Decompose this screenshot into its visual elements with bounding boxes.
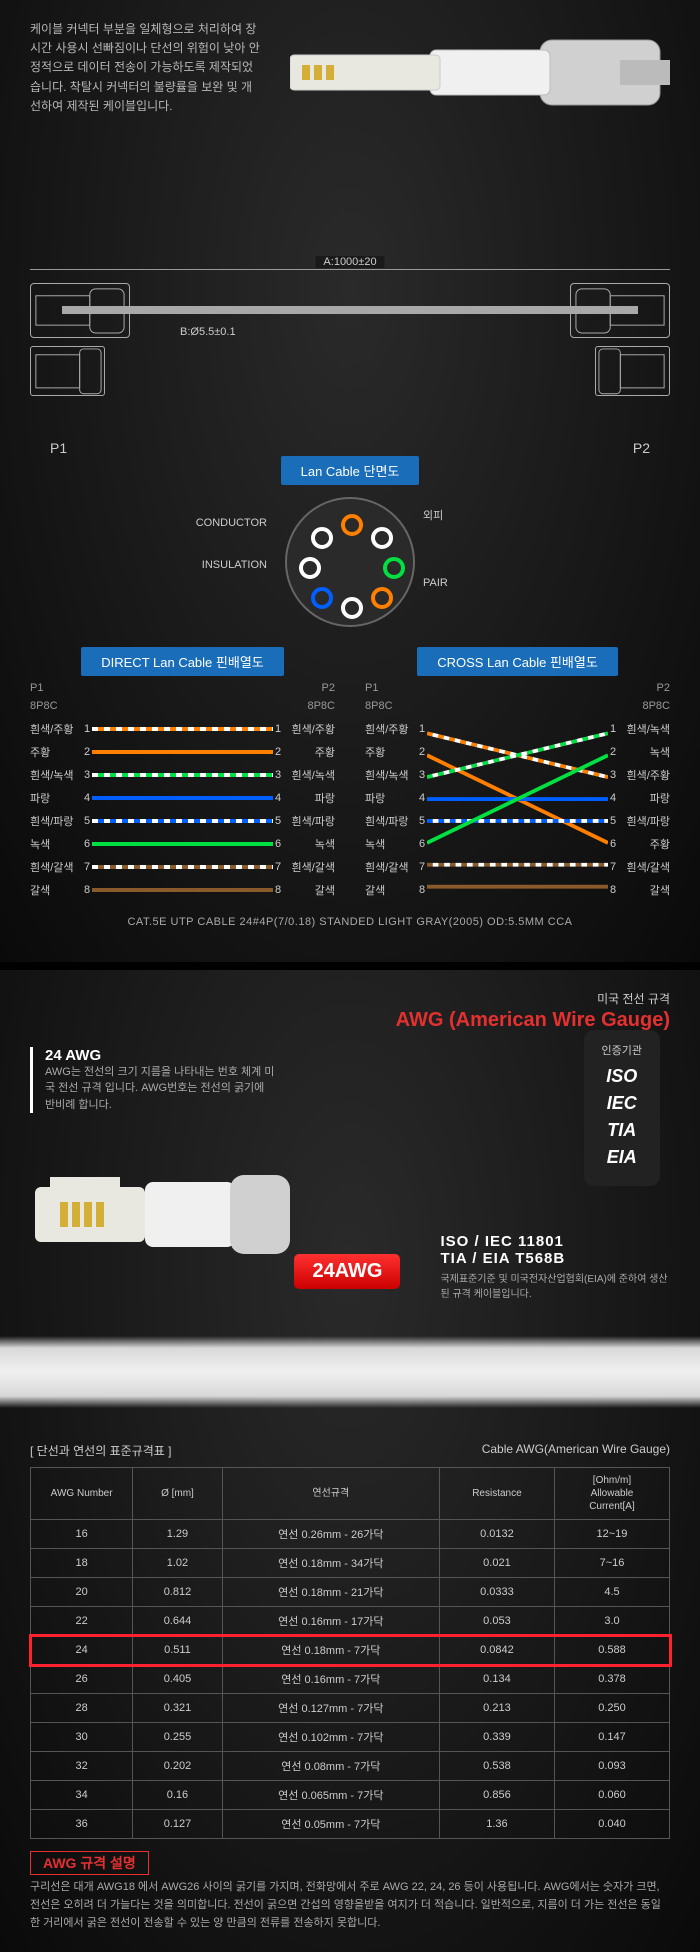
pin-row: 흰색/녹색3 3흰색/녹색 <box>30 764 335 787</box>
cross-section-badge: Lan Cable 단면도 <box>281 456 420 485</box>
insulation-label: INSULATION <box>167 559 267 571</box>
conductor-label: CONDUCTOR <box>167 517 267 529</box>
table-header: 연선규격 <box>222 1468 439 1520</box>
conductor-ring <box>341 597 363 619</box>
table-row: 220.644연선 0.16mm - 17가닥0.0533.0 <box>31 1607 670 1636</box>
connector-illustration <box>30 1147 290 1277</box>
conductor-ring <box>341 514 363 536</box>
pin-label-right: 2녹색 <box>608 741 670 764</box>
dim-a-label: A:1000±20 <box>315 256 384 268</box>
pin-row: 흰색/주황1 1흰색/주황 <box>30 718 335 741</box>
pin-label-right: 8갈색 <box>608 879 670 902</box>
awg24-heading: 24 AWG <box>45 1047 670 1064</box>
table-row: 320.202연선 0.08mm - 7가닥0.5380.093 <box>31 1752 670 1781</box>
cross-section-diagram: Lan Cable 단면도 CONDUCTOR INSULATION 외피 PA… <box>30 456 670 627</box>
awg-table: AWG NumberØ [mm]연선규격Resistance[Ohm/m] Al… <box>30 1467 670 1839</box>
table-row: 360.127연선 0.05mm - 7가닥1.360.040 <box>31 1810 670 1839</box>
top-description: 케이블 커넥터 부분을 일체형으로 처리하여 장시간 사용시 선빠짐이나 단선의… <box>30 20 260 116</box>
direct-pinout: DIRECT Lan Cable 핀배열도 P1 P2 8P8C8P8C 흰색/… <box>30 647 335 902</box>
p2-hdr: P2 <box>322 682 335 694</box>
outer-label: 외피 <box>423 507 493 523</box>
dim-b-label: B:Ø5.5±0.1 <box>180 326 236 338</box>
iso-line2: TIA / EIA T568B <box>440 1250 670 1267</box>
direct-title: DIRECT Lan Cable 핀배열도 <box>81 647 284 676</box>
cable-spec-text: CAT.5E UTP CABLE 24#4P(7/0.18) STANDED L… <box>30 916 670 928</box>
table-row: 340.16연선 0.065mm - 7가닥0.8560.060 <box>31 1781 670 1810</box>
pin-row: 파랑4 4파랑 <box>30 787 335 810</box>
awg-badge: 24AWG <box>294 1254 400 1289</box>
pin-label-right: 6주황 <box>608 833 670 856</box>
conductor-ring <box>371 587 393 609</box>
pin-label-left: 주황2 <box>365 741 427 764</box>
table-row: 260.405연선 0.16mm - 7가닥0.1340.378 <box>31 1665 670 1694</box>
table-row: 300.255연선 0.102mm - 7가닥0.3390.147 <box>31 1723 670 1752</box>
pin-label-left: 흰색/주황1 <box>365 718 427 741</box>
pin-label-right: 1흰색/녹색 <box>608 718 670 741</box>
pin-label-right: 3흰색/주황 <box>608 764 670 787</box>
p1-hdr: P1 <box>30 682 43 694</box>
awg-footer-title: AWG 규격 설명 <box>30 1851 149 1875</box>
pin-row: 흰색/갈색7 7흰색/갈색 <box>30 856 335 879</box>
cross-title: CROSS Lan Cable 핀배열도 <box>417 647 618 676</box>
pin-label-right: 7흰색/갈색 <box>608 856 670 879</box>
awg-subtitle: 미국 전선 규격 <box>30 990 670 1007</box>
table-row: 161.29연선 0.26mm - 26가닥0.013212~19 <box>31 1520 670 1549</box>
pair-label: PAIR <box>423 577 493 589</box>
table-row: 240.511연선 0.18mm - 7가닥0.08420.588 <box>31 1636 670 1665</box>
pin-row: 갈색8 8갈색 <box>30 879 335 902</box>
table-row: 181.02연선 0.18mm - 34가닥0.0217~16 <box>31 1549 670 1578</box>
pin-label-left: 흰색/갈색7 <box>365 856 427 879</box>
pin-row: 녹색6 6녹색 <box>30 833 335 856</box>
iso-sub: 국제표준기준 및 미국전자산업협회(EIA)에 준하여 생산된 규격 케이블입니… <box>440 1272 670 1302</box>
cert-logo: ISO <box>602 1066 642 1087</box>
conductor-ring <box>383 557 405 579</box>
pin-label-left: 파랑4 <box>365 787 427 810</box>
pin-label-left: 녹색6 <box>365 833 427 856</box>
cert-logo: TIA <box>602 1120 642 1141</box>
cert-heading: 인증기관 <box>602 1042 642 1058</box>
conductor-ring <box>371 527 393 549</box>
awg-footer-text: 구리선은 대개 AWG18 에서 AWG26 사이의 굵기를 가지며, 전화망에… <box>30 1879 670 1932</box>
cable-texture-image <box>0 1312 700 1432</box>
pin-label-right: 4파랑 <box>608 787 670 810</box>
pin-row: 주황2 2주황 <box>30 741 335 764</box>
cert-logo: EIA <box>602 1147 642 1168</box>
pin-label-left: 흰색/녹색3 <box>365 764 427 787</box>
certification-box: 인증기관 ISO IEC TIA EIA <box>584 1030 660 1186</box>
table-right-title: Cable AWG(American Wire Gauge) <box>482 1442 670 1459</box>
p1-label: P1 <box>50 440 67 456</box>
table-header: [Ohm/m] Allowable Current[A] <box>554 1468 669 1520</box>
cross-pinout: CROSS Lan Cable 핀배열도 P1 P2 8P8C8P8C 흰색/주… <box>365 647 670 902</box>
table-row: 280.321연선 0.127mm - 7가닥0.2130.250 <box>31 1694 670 1723</box>
pin-label-left: 갈색8 <box>365 879 427 902</box>
cert-logo: IEC <box>602 1093 642 1114</box>
p2-label: P2 <box>633 440 650 456</box>
conductor-ring <box>311 527 333 549</box>
table-header: Ø [mm] <box>133 1468 222 1520</box>
table-left-title: [ 단선과 연선의 표준규격표 ] <box>30 1442 171 1459</box>
pin-row: 흰색/파랑5 5흰색/파랑 <box>30 810 335 833</box>
pin-label-left: 흰색/파랑5 <box>365 810 427 833</box>
table-row: 200.812연선 0.18mm - 21가닥0.03334.5 <box>31 1578 670 1607</box>
table-header: Resistance <box>439 1468 554 1520</box>
table-header: AWG Number <box>31 1468 133 1520</box>
iso-line1: ISO / IEC 11801 <box>440 1233 670 1250</box>
awg-title: AWG (American Wire Gauge) <box>30 1009 670 1032</box>
length-diagram: A:1000±20 B:Ø5.5±0.1 P1 P2 <box>30 266 670 446</box>
pin-label-right: 5흰색/파랑 <box>608 810 670 833</box>
awg24-desc: AWG는 전선의 크기 지름을 나타내는 번호 체계 미국 전선 규격 입니다.… <box>45 1064 275 1114</box>
connector-photo <box>290 10 670 130</box>
conductor-ring <box>299 557 321 579</box>
conductor-ring <box>311 587 333 609</box>
